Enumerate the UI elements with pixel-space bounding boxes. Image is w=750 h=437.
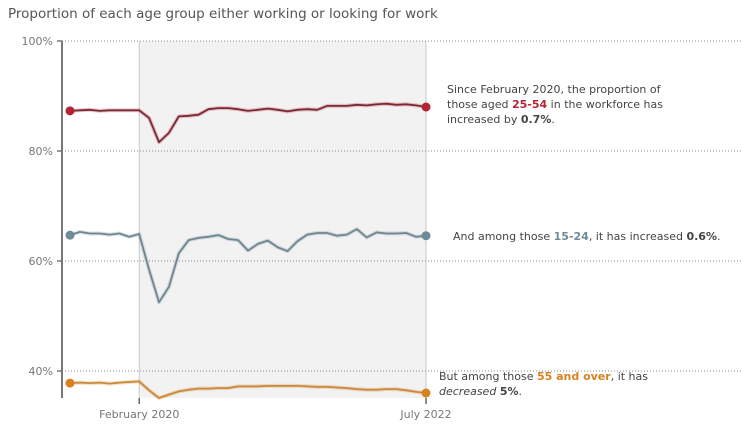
annotation-text-part: . [716, 230, 721, 243]
annotation-55-and-over: But among those 55 and over, it has decr… [439, 369, 679, 399]
series-line-25-54 [69, 102, 427, 144]
annotation-25-54: Since February 2020, the proportion of t… [447, 82, 687, 127]
y-tick-label-80: 80% [29, 145, 53, 158]
highlight-band [139, 41, 426, 398]
chart-title: Proportion of each age group either work… [8, 6, 438, 22]
series-line-55-and-over [69, 380, 427, 399]
annotation-text-part: 15-24 [553, 230, 589, 243]
y-tick-label-100: 100% [22, 35, 53, 48]
annotation-text-part: . [518, 385, 523, 398]
x-tick-label-0: February 2020 [99, 408, 179, 421]
annotation-text-part: in the workforce has increased by [447, 98, 663, 126]
series-line-15-24 [69, 228, 427, 304]
annotation-text-part: 5% [499, 385, 519, 398]
annotation-text-part: 0.7% [520, 113, 552, 126]
y-tick-label-60: 60% [29, 255, 53, 268]
annotation-text-part: 55 and over [536, 370, 611, 383]
annotation-text-part: , it has increased [588, 230, 687, 243]
series-start-dot-15-24 [65, 230, 75, 240]
annotation-text-part: 0.6% [686, 230, 717, 243]
series-start-dot-25-54 [65, 106, 75, 116]
annotation-15-24: And among those 15-24, it has increased … [453, 229, 750, 244]
x-tick-label-1: July 2022 [399, 408, 451, 421]
annotation-text-part: . [551, 113, 555, 126]
annotation-text-part: Since February 2020, the proportion of t… [447, 83, 661, 111]
annotation-text-part: But among those [439, 370, 537, 383]
annotation-text-part: , it has [610, 370, 649, 383]
annotation-text-part: decreased [439, 385, 497, 398]
series-end-dot-55-and-over [421, 388, 431, 398]
annotation-text-part: 25-54 [511, 98, 548, 111]
series-end-dot-15-24 [421, 231, 431, 241]
series-start-dot-55-and-over [65, 378, 75, 388]
series-end-dot-25-54 [421, 102, 431, 112]
annotation-text-part: And among those [453, 230, 554, 243]
y-tick-label-40: 40% [29, 365, 53, 378]
